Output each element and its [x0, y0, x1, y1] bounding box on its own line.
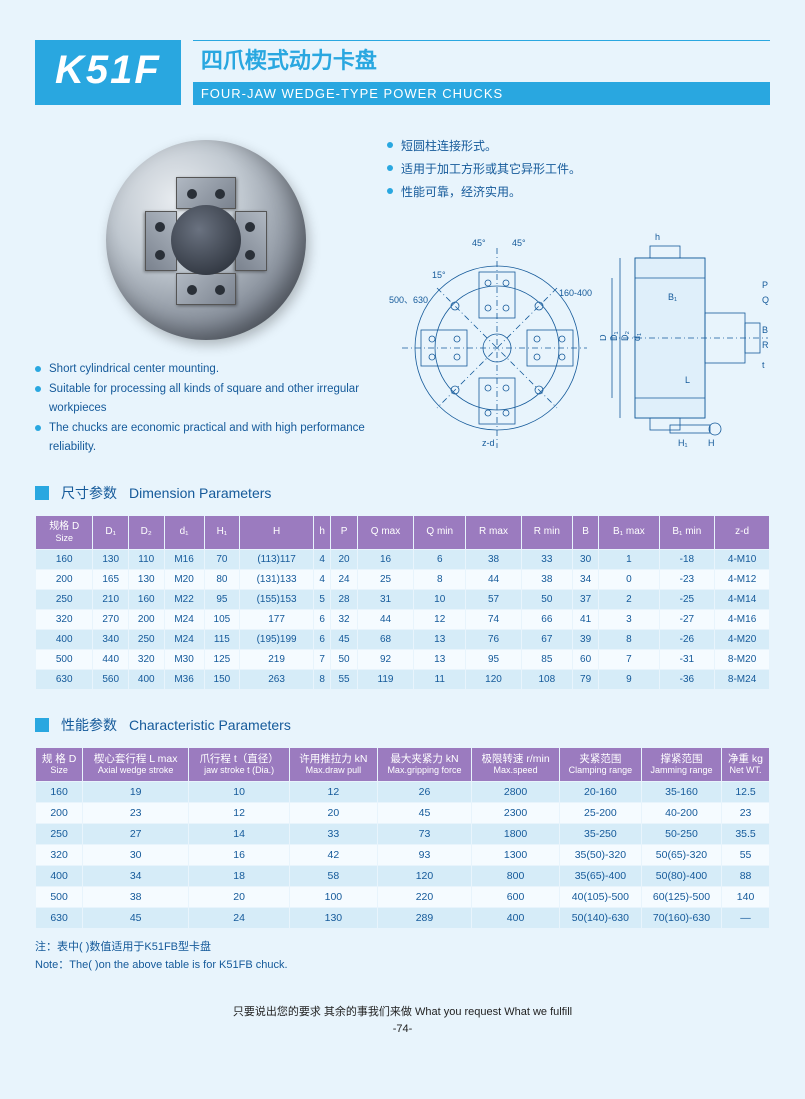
- table-header: Q max: [357, 515, 414, 549]
- section-dimension-header: 尺寸参数 Dimension Parameters: [35, 483, 770, 503]
- features-cn: 短圆柱连接形式。 适用于加工方形或其它异形工件。 性能可靠，经济实用。: [387, 135, 770, 203]
- svg-text:500、630: 500、630: [389, 295, 428, 305]
- svg-text:160-400: 160-400: [559, 288, 592, 298]
- product-code: K51F: [35, 40, 181, 105]
- table-row: 250210160M2295(155)15352831105750372-254…: [36, 589, 770, 609]
- table-header: P: [331, 515, 357, 549]
- table-header: 最大夹紧力 kNMax.gripping force: [377, 747, 472, 781]
- note-cn: 注：表中( )数值适用于K51FB型卡盘: [35, 939, 770, 957]
- svg-text:z-d: z-d: [482, 438, 495, 448]
- svg-text:Q: Q: [762, 295, 769, 305]
- title-en: FOUR-JAW WEDGE-TYPE POWER CHUCKS: [193, 82, 770, 105]
- svg-text:t: t: [762, 360, 765, 370]
- dimension-table: 规格 DSizeD₁D₂d₁H₁HhPQ maxQ minR maxR minB…: [35, 515, 770, 690]
- section-characteristic-en: Characteristic Parameters: [129, 717, 291, 733]
- table-row: 40034185812080035(65)-40050(80)-40088: [36, 865, 770, 886]
- svg-text:H: H: [708, 438, 715, 448]
- characteristic-table: 规 格 DSize楔心套行程 L maxAxial wedge stroke爪行…: [35, 747, 770, 929]
- table-header: 夹紧范围Clamping range: [559, 747, 641, 781]
- svg-text:R: R: [762, 340, 769, 350]
- svg-text:P: P: [762, 280, 768, 290]
- table-header: H₁: [204, 515, 240, 549]
- table-header: 楔心套行程 L maxAxial wedge stroke: [83, 747, 189, 781]
- table-header: D₂: [128, 515, 164, 549]
- svg-text:D: D: [600, 334, 608, 341]
- table-header: 规格 DSize: [36, 515, 93, 549]
- svg-text:B: B: [762, 325, 768, 335]
- feature-cn-1: 短圆柱连接形式。: [387, 135, 770, 158]
- title-block: K51F 四爪楔式动力卡盘 FOUR-JAW WEDGE-TYPE POWER …: [35, 40, 770, 105]
- product-photo: [81, 135, 331, 345]
- table-row: 500382010022060040(105)-50060(125)-50014…: [36, 886, 770, 907]
- table-row: 200165130M2080(131)1334242584438340-234-…: [36, 569, 770, 589]
- table-header: 净重 kgNet WT.: [722, 747, 770, 781]
- table-header: 极限转速 r/minMax.speed: [472, 747, 560, 781]
- svg-text:h: h: [655, 232, 660, 242]
- table-row: 25027143373180035-25050-25035.5: [36, 823, 770, 844]
- svg-text:45°: 45°: [472, 238, 486, 248]
- table-row: 320270200M2410517763244127466413-274-M16: [36, 609, 770, 629]
- svg-text:D₂: D₂: [620, 331, 630, 341]
- page-footer: 只要说出您的要求 其余的事我们来做 What you request What …: [35, 1004, 770, 1037]
- table-header: B: [572, 515, 598, 549]
- table-header: Q min: [414, 515, 466, 549]
- table-header: 许用推拉力 kNMax.draw pull: [290, 747, 378, 781]
- table-row: 500440320M3012521975092139585607-318-M20: [36, 649, 770, 669]
- feature-en-1: Short cylindrical center mounting.: [35, 360, 377, 380]
- table-header: B₁ min: [659, 515, 715, 549]
- table-header: D₁: [93, 515, 129, 549]
- svg-text:d₁: d₁: [632, 333, 642, 341]
- table-header: 撑紧范围Jamming range: [641, 747, 721, 781]
- table-note: 注：表中( )数值适用于K51FB型卡盘 Note：The( )on the a…: [35, 939, 770, 974]
- section-characteristic-header: 性能参数 Characteristic Parameters: [35, 715, 770, 735]
- diagram-side: h P Q B R t D D₁ D₂ d₁ B₁ L H₁: [600, 228, 770, 448]
- table-header: z-d: [715, 515, 770, 549]
- technical-drawings: 45° 45° 500、630 15° 160-400 z-d: [387, 228, 770, 448]
- note-en: Note：The( )on the above table is for K51…: [35, 957, 770, 975]
- svg-text:H₁: H₁: [678, 438, 688, 448]
- title-cn: 四爪楔式动力卡盘: [193, 40, 770, 75]
- table-row: 630452413028940050(140)-63070(160)-630—: [36, 907, 770, 928]
- table-header: H: [240, 515, 314, 549]
- table-header: h: [314, 515, 331, 549]
- section-characteristic-cn: 性能参数: [61, 715, 117, 735]
- table-row: 32030164293130035(50)-32050(65)-32055: [36, 844, 770, 865]
- svg-text:15°: 15°: [432, 270, 446, 280]
- table-row: 20023122045230025-20040-20023: [36, 802, 770, 823]
- table-header: R max: [466, 515, 522, 549]
- section-dimension-cn: 尺寸参数: [61, 483, 117, 503]
- table-row: 630560400M3615026385511911120108799-368-…: [36, 669, 770, 689]
- table-row: 160130110M1670(113)1174201663833301-184-…: [36, 549, 770, 569]
- feature-en-2: Suitable for processing all kinds of squ…: [35, 380, 377, 419]
- table-row: 16019101226280020-16035-16012.5: [36, 781, 770, 802]
- diagram-front: 45° 45° 500、630 15° 160-400 z-d: [387, 228, 592, 448]
- footer-tagline: 只要说出您的要求 其余的事我们来做 What you request What …: [35, 1004, 770, 1021]
- feature-en-3: The chucks are economic practical and wi…: [35, 419, 377, 458]
- table-header: R min: [521, 515, 572, 549]
- svg-text:L: L: [685, 375, 690, 385]
- table-header: 规 格 DSize: [36, 747, 83, 781]
- page-number: -74-: [35, 1021, 770, 1038]
- table-row: 400340250M24115(195)19964568137667398-26…: [36, 629, 770, 649]
- section-dimension-en: Dimension Parameters: [129, 485, 271, 501]
- feature-cn-3: 性能可靠，经济实用。: [387, 181, 770, 204]
- feature-cn-2: 适用于加工方形或其它异形工件。: [387, 158, 770, 181]
- features-en: Short cylindrical center mounting. Suita…: [35, 360, 377, 458]
- table-header: d₁: [164, 515, 204, 549]
- table-header: 爪行程 t（直径）jaw stroke t (Dia.): [189, 747, 290, 781]
- svg-text:B₁: B₁: [668, 292, 677, 302]
- table-header: B₁ max: [599, 515, 659, 549]
- svg-text:D₁: D₁: [609, 332, 619, 342]
- svg-text:45°: 45°: [512, 238, 526, 248]
